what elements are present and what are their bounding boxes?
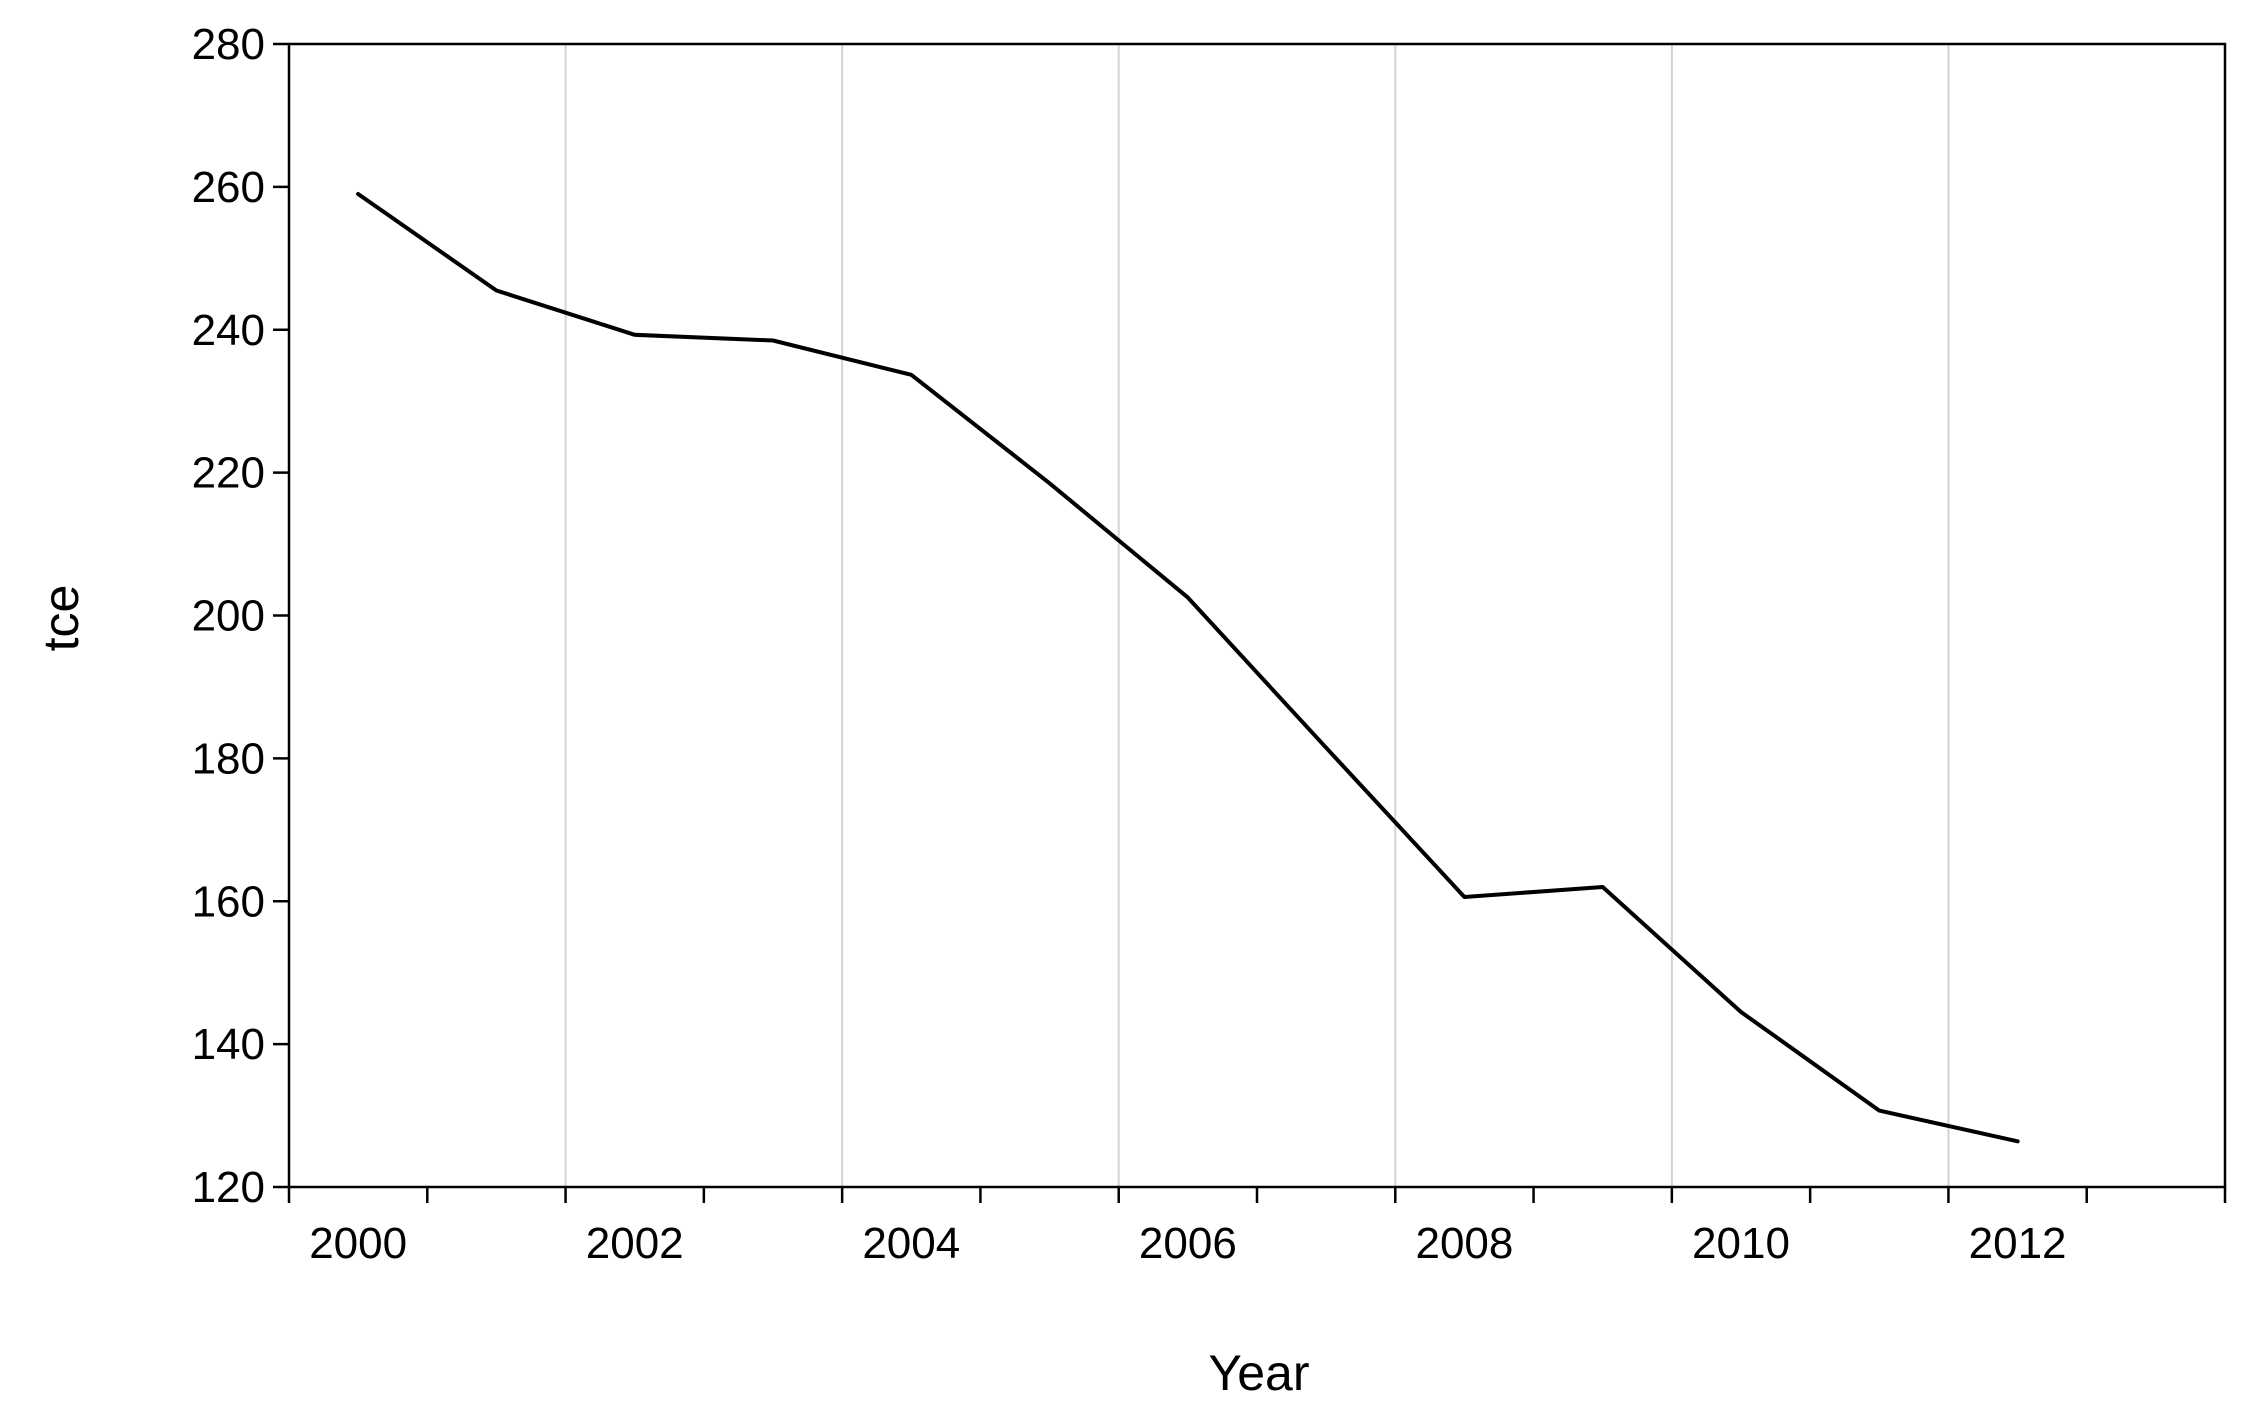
data-point-2006.5 [1187,597,1188,598]
x-tick-label-2012: 2012 [1969,1219,2067,1268]
gridlines [564,44,1950,1187]
y-tick-label-280: 280 [192,20,265,69]
data-point-2005.5 [1049,483,1050,484]
data-point-2003.5 [773,340,774,341]
y-tick-label-260: 260 [192,163,265,212]
data-point-2004.5 [911,374,912,375]
y-tick-label-140: 140 [192,1020,265,1069]
plot-frame [287,42,2227,1189]
x-tick-label-2002: 2002 [586,1219,684,1268]
y-tick-label-200: 200 [192,592,265,641]
x-tick-label-2004: 2004 [862,1219,960,1268]
series-layer [356,192,2020,1144]
tick-labels: 120 140 160 180 200 220 240 260 280 2000 2002 2004 2… [192,20,2067,1268]
y-tick-label-180: 180 [192,734,265,783]
y-tick-label-120: 120 [192,1163,265,1212]
series-line-0 [356,192,2020,1144]
x-tick-label-2000: 2000 [309,1219,407,1268]
axes [273,42,2227,1203]
data-point-2008.5 [1464,896,1465,897]
data-point-2002.5 [634,334,635,335]
data-point-2000.5 [358,194,359,195]
data-point-2011.5 [1879,1110,1880,1111]
y-tick-label-240: 240 [192,306,265,355]
y-tick-label-220: 220 [192,449,265,498]
x-tick-label-2008: 2008 [1415,1219,1513,1268]
y-tick-label-160: 160 [192,877,265,926]
data-point-2001.5 [496,290,497,291]
y-axis-label: tce [33,585,89,652]
data-point-2009.5 [1602,886,1603,887]
x-tick-label-2010: 2010 [1692,1219,1790,1268]
x-tick-label-2006: 2006 [1139,1219,1237,1268]
data-point-2007.5 [1326,747,1327,748]
x-axis-label: Year [1208,1345,1309,1401]
data-point-2012.5 [2017,1141,2018,1142]
data-point-2010.5 [1741,1011,1742,1012]
